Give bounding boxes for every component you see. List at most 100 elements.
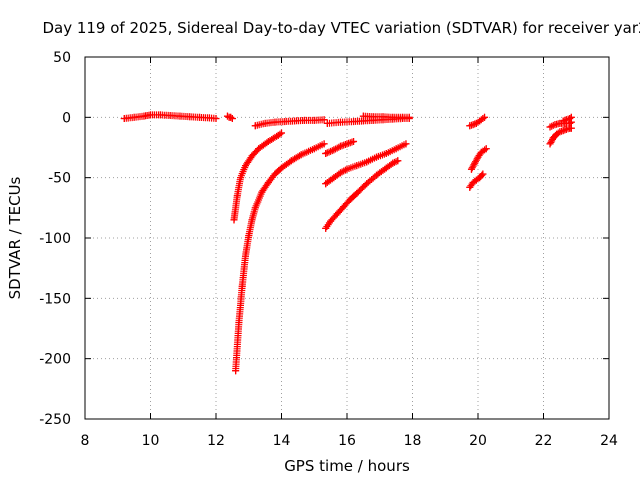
data-point	[350, 137, 358, 145]
data-point	[300, 116, 308, 124]
data-point	[147, 111, 154, 119]
data-point	[227, 113, 235, 121]
data-point	[212, 115, 220, 123]
data-point	[559, 127, 567, 135]
data-point	[140, 112, 148, 120]
data-point	[392, 145, 400, 153]
tick-labels: 8 10 12 14 16 18 20 22 24 50 0 -50 -100 -150 -200 -250	[39, 50, 618, 449]
data-point	[372, 153, 380, 161]
data-point	[310, 116, 318, 124]
data-point	[205, 114, 213, 122]
series-sat-c	[230, 129, 285, 224]
data-point	[479, 115, 487, 123]
data-point	[559, 117, 567, 125]
data-point	[551, 121, 559, 129]
data-point	[232, 367, 240, 375]
series-sat-n	[546, 124, 575, 148]
data-point	[130, 113, 138, 121]
data-point	[343, 140, 351, 148]
data-point	[235, 318, 243, 326]
series-sat-d	[232, 140, 328, 375]
data-point	[258, 188, 266, 196]
data-point	[271, 170, 279, 178]
data-point	[287, 157, 295, 165]
data-point	[255, 145, 263, 153]
data-point	[264, 178, 272, 186]
chart-title: Day 119 of 2025, Sidereal Day-to-day VTE…	[42, 19, 640, 37]
data-point	[233, 192, 241, 200]
x-tick-label: 14	[273, 433, 291, 449]
data-point	[546, 123, 554, 131]
series-sat-h	[322, 157, 402, 232]
data-point	[399, 113, 407, 121]
data-point	[322, 150, 330, 158]
x-tick-label: 22	[535, 433, 553, 449]
x-tick-label: 10	[142, 433, 160, 449]
series-trace	[322, 138, 357, 157]
y-axis-label: SDTVAR / TECUs	[6, 176, 24, 299]
data-point	[482, 145, 490, 153]
data-point	[369, 113, 377, 121]
series-sat-k	[466, 113, 489, 130]
x-tick-label: 20	[469, 433, 487, 449]
data-point	[467, 165, 475, 173]
data-point	[336, 118, 344, 126]
x-tick-label: 18	[404, 433, 422, 449]
series-sat-a	[120, 111, 220, 123]
series-sat-j	[359, 112, 413, 121]
data-point	[471, 159, 479, 167]
series-sat-b	[223, 112, 236, 123]
data-point	[278, 129, 285, 137]
series-sat-f	[322, 137, 358, 158]
data-point	[567, 124, 575, 132]
data-point	[297, 151, 305, 159]
data-point	[223, 112, 231, 120]
data-point	[320, 140, 328, 148]
data-point	[549, 134, 557, 142]
data-point	[156, 111, 164, 119]
data-point	[382, 150, 390, 158]
data-point	[336, 142, 344, 150]
data-point	[469, 121, 477, 129]
x-tick-label: 16	[338, 433, 356, 449]
data-point	[237, 174, 245, 182]
data-point	[353, 162, 361, 170]
data-point	[402, 140, 410, 148]
data-point	[310, 145, 318, 153]
data-point	[363, 180, 371, 188]
data-point	[327, 217, 335, 225]
data-point	[353, 189, 361, 197]
data-point	[330, 146, 338, 154]
data-point	[261, 119, 269, 127]
y-tick-label: -50	[48, 171, 71, 187]
data-point	[196, 113, 204, 121]
data-point	[251, 122, 259, 130]
data-point	[382, 164, 390, 172]
y-tick-label: -150	[39, 291, 71, 307]
series-sat-p	[559, 113, 575, 125]
x-tick-label: 12	[207, 433, 225, 449]
data-point	[278, 164, 285, 172]
data-point	[166, 112, 174, 120]
data-point	[271, 118, 279, 126]
series-sat-e	[251, 116, 328, 130]
data-point	[291, 117, 299, 125]
data-point	[343, 165, 351, 173]
data-point	[228, 115, 236, 123]
data-point	[479, 170, 487, 178]
data-point	[230, 216, 238, 224]
data-point	[474, 153, 482, 161]
data-point	[481, 113, 489, 121]
data-point	[359, 112, 367, 120]
data-point	[562, 116, 570, 124]
data-point	[476, 174, 484, 182]
data-point	[241, 162, 249, 170]
data-point	[330, 174, 338, 182]
grid-lines	[85, 57, 609, 419]
data-point	[477, 148, 485, 156]
data-point	[389, 113, 397, 121]
data-point	[546, 140, 554, 148]
data-point	[346, 195, 354, 203]
data-point	[405, 113, 413, 121]
